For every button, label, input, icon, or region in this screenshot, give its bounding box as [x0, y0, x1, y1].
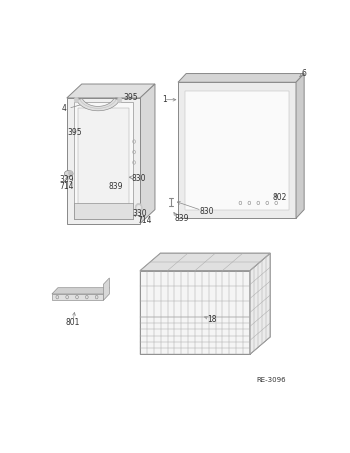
- Text: 395: 395: [123, 93, 138, 102]
- Text: 714: 714: [60, 183, 74, 192]
- Polygon shape: [104, 278, 110, 300]
- Text: 395: 395: [68, 128, 82, 137]
- Circle shape: [137, 205, 141, 210]
- Polygon shape: [234, 192, 288, 200]
- Polygon shape: [178, 82, 296, 218]
- Text: 801: 801: [65, 318, 79, 328]
- Circle shape: [135, 203, 142, 212]
- Text: 839: 839: [175, 214, 189, 223]
- Text: 4: 4: [62, 104, 66, 113]
- Polygon shape: [185, 91, 289, 210]
- Polygon shape: [296, 73, 304, 218]
- Polygon shape: [74, 202, 133, 219]
- Text: 802: 802: [273, 193, 287, 202]
- Polygon shape: [178, 73, 304, 82]
- Polygon shape: [78, 107, 129, 214]
- Polygon shape: [67, 84, 155, 98]
- Polygon shape: [140, 337, 270, 354]
- Polygon shape: [74, 102, 133, 219]
- Text: 6: 6: [302, 69, 307, 78]
- Circle shape: [118, 97, 122, 103]
- Text: 330: 330: [133, 208, 147, 217]
- Polygon shape: [234, 200, 281, 206]
- Polygon shape: [52, 294, 104, 300]
- Polygon shape: [140, 270, 250, 354]
- Text: 830: 830: [199, 207, 214, 216]
- Text: 839: 839: [108, 183, 123, 192]
- Circle shape: [74, 97, 78, 103]
- Text: 1: 1: [162, 95, 167, 104]
- Circle shape: [69, 170, 72, 175]
- Text: 329: 329: [60, 175, 74, 184]
- Text: 18: 18: [207, 315, 217, 324]
- Polygon shape: [250, 253, 270, 354]
- Polygon shape: [67, 98, 140, 223]
- Text: RE-3096: RE-3096: [257, 377, 286, 384]
- Polygon shape: [140, 253, 270, 270]
- Polygon shape: [234, 182, 240, 206]
- Polygon shape: [52, 288, 110, 294]
- Text: 830: 830: [132, 173, 146, 183]
- Text: 714: 714: [137, 216, 151, 225]
- Polygon shape: [140, 84, 155, 223]
- Polygon shape: [76, 99, 120, 111]
- Ellipse shape: [64, 170, 73, 177]
